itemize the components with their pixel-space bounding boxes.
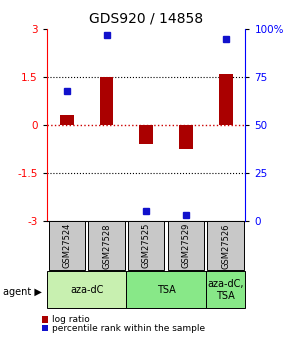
Text: GSM27526: GSM27526 (221, 223, 230, 268)
Text: agent ▶: agent ▶ (3, 287, 42, 296)
Text: GSM27524: GSM27524 (62, 223, 71, 268)
Text: GSM27528: GSM27528 (102, 223, 111, 268)
Text: aza-dC: aza-dC (70, 285, 103, 295)
Text: TSA: TSA (157, 285, 175, 295)
Bar (139, 125, 153, 144)
FancyBboxPatch shape (207, 221, 244, 270)
FancyBboxPatch shape (88, 221, 125, 270)
Bar (179, 125, 193, 149)
Bar (60, 116, 74, 125)
Text: log ratio: log ratio (52, 315, 90, 324)
Text: aza-dC,
TSA: aza-dC, TSA (207, 279, 244, 300)
FancyBboxPatch shape (168, 221, 204, 270)
Bar (219, 74, 232, 125)
FancyBboxPatch shape (48, 221, 85, 270)
FancyBboxPatch shape (47, 271, 126, 308)
Text: percentile rank within the sample: percentile rank within the sample (52, 324, 205, 333)
FancyBboxPatch shape (126, 271, 206, 308)
FancyBboxPatch shape (128, 221, 165, 270)
Bar (100, 77, 113, 125)
Text: GSM27529: GSM27529 (181, 223, 190, 268)
FancyBboxPatch shape (206, 271, 245, 308)
Text: GSM27525: GSM27525 (142, 223, 151, 268)
Title: GDS920 / 14858: GDS920 / 14858 (89, 11, 203, 26)
